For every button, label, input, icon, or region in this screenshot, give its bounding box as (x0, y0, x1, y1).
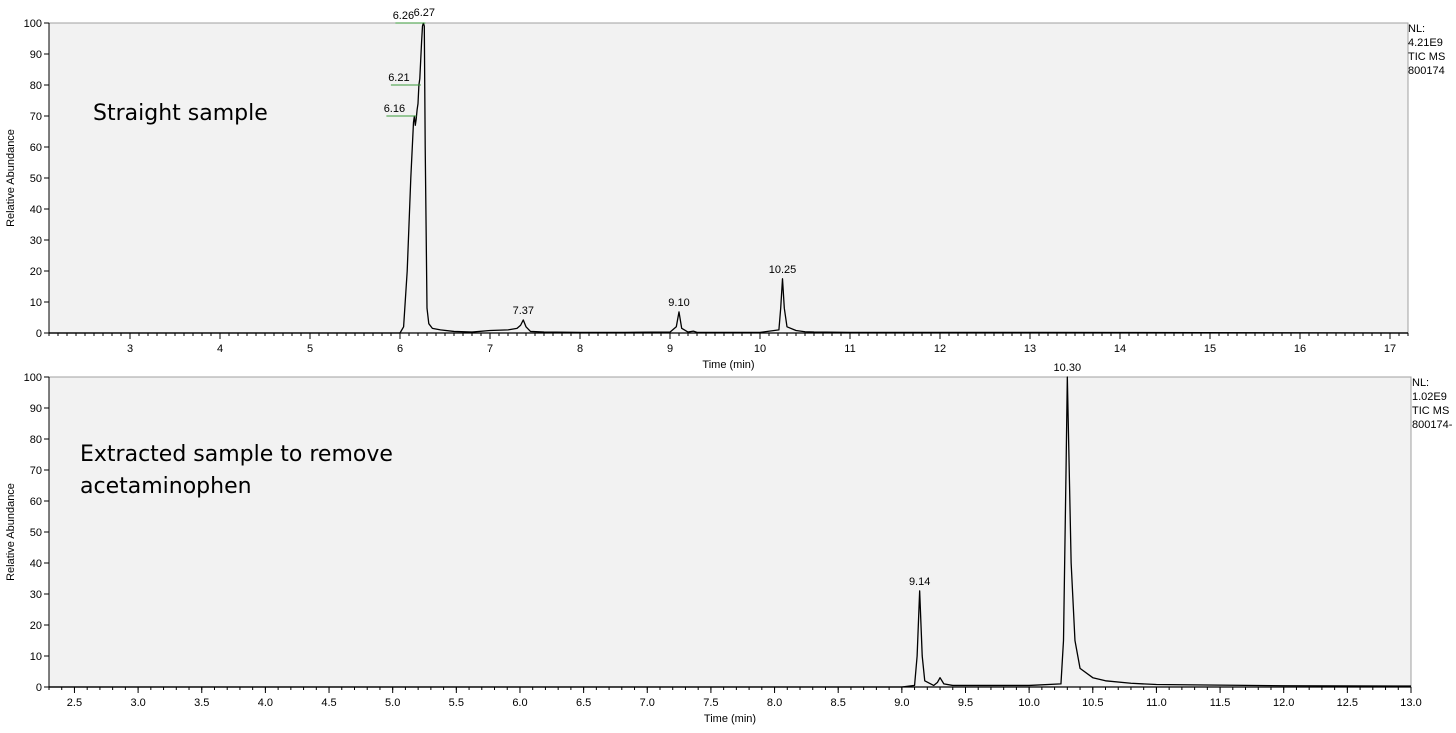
x-tick-label: 11.0 (1146, 697, 1167, 709)
peak-label: 6.16 (384, 103, 405, 115)
scan-info-line: NL: (1412, 377, 1429, 389)
scan-info-line: 800174- (1412, 419, 1453, 431)
y-tick-label: 0 (36, 682, 42, 694)
peak-label: 6.21 (388, 72, 409, 84)
y-tick-label: 50 (30, 527, 42, 539)
peak-label: 10.25 (769, 264, 797, 276)
sample-annotation: acetaminophen (80, 474, 252, 499)
peak-label: 10.30 (1054, 362, 1082, 374)
x-tick-label: 6.0 (512, 697, 527, 709)
y-tick-label: 60 (30, 142, 42, 154)
x-tick-label: 16 (1294, 343, 1306, 355)
x-tick-label: 12.0 (1273, 697, 1294, 709)
y-tick-label: 90 (30, 403, 42, 415)
y-tick-label: 0 (36, 328, 42, 340)
y-tick-label: 30 (30, 235, 42, 247)
x-tick-label: 8.0 (767, 697, 782, 709)
x-tick-label: 3 (127, 343, 133, 355)
y-tick-label: 80 (30, 434, 42, 446)
x-tick-label: 7.5 (703, 697, 718, 709)
scan-info-line: 1.02E9 (1412, 391, 1447, 403)
peak-label: 6.27 (414, 7, 435, 19)
y-tick-label: 40 (30, 204, 42, 216)
peak-label: 9.10 (668, 297, 689, 309)
y-tick-label: 10 (30, 297, 42, 309)
x-tick-label: 13.0 (1400, 697, 1421, 709)
x-tick-label: 10.0 (1018, 697, 1039, 709)
peak-label: 9.14 (909, 576, 930, 588)
x-tick-label: 4.5 (321, 697, 336, 709)
x-tick-label: 8.5 (831, 697, 846, 709)
chromatogram-straight-sample: 3 4 5 6 7 8 9 10 11 12 13 14 15 16 17 0 10 20 30 40 50 60 70 80… (5, 7, 1445, 371)
x-tick-label: 5.0 (385, 697, 400, 709)
scan-info-line: 4.21E9 (1408, 37, 1443, 49)
y-tick-label: 30 (30, 589, 42, 601)
x-tick-label: 6.5 (576, 697, 591, 709)
y-tick-label: 20 (30, 266, 42, 278)
y-axis-title: Relative Abundance (5, 129, 17, 227)
x-tick-label: 2.5 (67, 697, 82, 709)
y-axis-title: Relative Abundance (5, 483, 17, 581)
x-tick-label: 11.5 (1210, 697, 1231, 709)
y-tick-label: 100 (24, 18, 42, 30)
y-tick-label: 80 (30, 80, 42, 92)
x-tick-label: 11 (844, 343, 855, 355)
scan-info-line: 800174 (1408, 65, 1445, 77)
x-tick-label: 12.5 (1337, 697, 1358, 709)
x-tick-label: 5 (307, 343, 313, 355)
x-axis-title: Time (min) (704, 713, 756, 725)
plot-area (48, 22, 1409, 334)
chromatogram-extracted-sample: 2.5 3.0 3.5 4.0 4.5 5.0 5.5 6.0 6.5 7.0 7.5 8.0 8.5 9… (5, 362, 1453, 725)
x-tick-label: 7.0 (640, 697, 655, 709)
x-tick-label: 5.5 (449, 697, 464, 709)
plot-area (48, 376, 1412, 688)
chromatogram-trace (49, 376, 1412, 688)
y-tick-label: 40 (30, 558, 42, 570)
x-minor-ticks (48, 333, 1409, 336)
x-tick-label: 12 (934, 343, 946, 355)
scan-info-line: TIC MS (1412, 405, 1449, 417)
y-tick-label: 90 (30, 49, 42, 61)
x-tick-label: 13 (1024, 343, 1036, 355)
y-tick-label: 60 (30, 496, 42, 508)
x-tick-label: 15 (1204, 343, 1216, 355)
x-tick-label: 10.5 (1082, 697, 1103, 709)
x-tick-label: 17 (1384, 343, 1396, 355)
x-tick-label: 10 (754, 343, 766, 355)
x-tick-label: 9.5 (958, 697, 973, 709)
x-tick-label: 6 (397, 343, 403, 355)
x-tick-label: 3.0 (130, 697, 145, 709)
scan-info-line: TIC MS (1408, 51, 1445, 63)
x-tick-label: 7 (487, 343, 493, 355)
y-tick-label: 10 (30, 651, 42, 663)
x-tick-label: 4.0 (258, 697, 273, 709)
x-tick-label: 4 (217, 343, 223, 355)
y-tick-label: 50 (30, 173, 42, 185)
peak-label: 6.26 (393, 10, 414, 22)
y-tick-label: 100 (24, 372, 42, 384)
peak-label: 7.37 (513, 305, 534, 317)
x-tick-label: 3.5 (194, 697, 209, 709)
x-tick-label: 8 (577, 343, 583, 355)
y-tick-label: 20 (30, 620, 42, 632)
y-tick-label: 70 (30, 465, 42, 477)
y-tick-label: 70 (30, 111, 42, 123)
x-tick-label: 9.0 (894, 697, 909, 709)
sample-annotation: Straight sample (93, 101, 268, 126)
sample-annotation: Extracted sample to remove (80, 442, 393, 467)
chromatogram-trace (49, 22, 1409, 334)
x-axis-title: Time (min) (702, 359, 754, 371)
scan-info-line: NL: (1408, 23, 1425, 35)
x-tick-label: 9 (667, 343, 673, 355)
x-tick-label: 14 (1114, 343, 1126, 355)
